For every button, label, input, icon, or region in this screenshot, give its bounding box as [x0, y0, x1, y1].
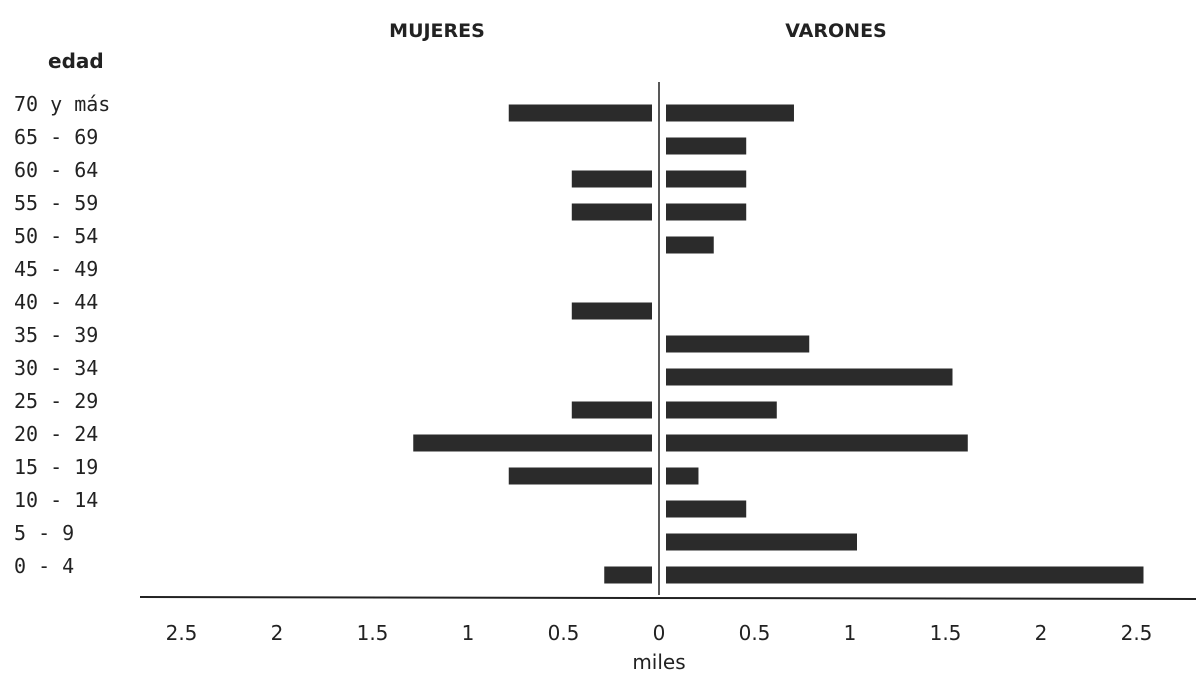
x-axis-line — [139, 596, 1196, 600]
bar-women — [571, 302, 652, 320]
y-tick-label: 25 - 29 — [14, 389, 98, 413]
bar-men — [666, 203, 747, 221]
bar-men — [666, 533, 857, 551]
y-tick-label: 10 - 14 — [14, 488, 98, 512]
bar-men — [666, 170, 747, 188]
x-axis-title: miles — [632, 650, 685, 674]
x-tick-label: 1.5 — [357, 621, 389, 645]
bar-women — [604, 566, 652, 584]
x-tick-label: 2.5 — [166, 621, 198, 645]
title-men: VARONES — [785, 20, 886, 42]
bars — [413, 104, 1144, 584]
bar-men — [666, 566, 1144, 584]
y-axis-title: edad — [48, 49, 104, 73]
bar-women — [508, 467, 652, 485]
bar-men — [666, 335, 810, 353]
bar-men — [666, 434, 968, 452]
x-tick-label: 1 — [462, 621, 475, 645]
bar-women — [413, 434, 652, 452]
y-tick-label: 20 - 24 — [14, 422, 98, 446]
bar-men — [666, 137, 747, 155]
x-tick-label: 0.5 — [548, 621, 580, 645]
bar-women — [571, 203, 652, 221]
bar-women — [571, 170, 652, 188]
y-tick-label: 35 - 39 — [14, 323, 98, 347]
x-tick-label: 1.5 — [930, 621, 962, 645]
y-tick-label: 50 - 54 — [14, 224, 98, 248]
bar-men — [666, 104, 794, 122]
bar-men — [666, 500, 747, 518]
bar-women — [571, 401, 652, 419]
y-tick-label: 5 - 9 — [14, 521, 74, 545]
x-tick-label: 2 — [1035, 621, 1048, 645]
bar-men — [666, 467, 699, 485]
y-tick-label: 55 - 59 — [14, 191, 98, 215]
y-tick-label: 65 - 69 — [14, 125, 98, 149]
bar-men — [666, 236, 714, 254]
x-tick-label: 0.5 — [739, 621, 771, 645]
y-tick-label: 70 y más — [14, 92, 110, 116]
x-tick-label: 1 — [844, 621, 857, 645]
y-tick-label: 15 - 19 — [14, 455, 98, 479]
bar-men — [666, 401, 777, 419]
x-tick-label: 0 — [653, 621, 666, 645]
y-tick-label: 0 - 4 — [14, 554, 74, 578]
bar-men — [666, 368, 953, 386]
y-tick-label: 45 - 49 — [14, 257, 98, 281]
bar-women — [508, 104, 652, 122]
y-tick-label: 30 - 34 — [14, 356, 98, 380]
y-tick-label: 40 - 44 — [14, 290, 98, 314]
y-tick-label: 60 - 64 — [14, 158, 98, 182]
title-women: MUJERES — [389, 20, 485, 42]
y-tick-labels: 0 - 4 5 - 9 10 - 14 15 - 19 20 - 24 25 - 29 30… — [14, 92, 110, 578]
x-tick-label: 2 — [271, 621, 284, 645]
x-tick-labels: 2.5 2 1.5 1 0.5 0 0.5 1 1.5 2 2.5 — [166, 621, 1153, 645]
x-tick-label: 2.5 — [1121, 621, 1153, 645]
